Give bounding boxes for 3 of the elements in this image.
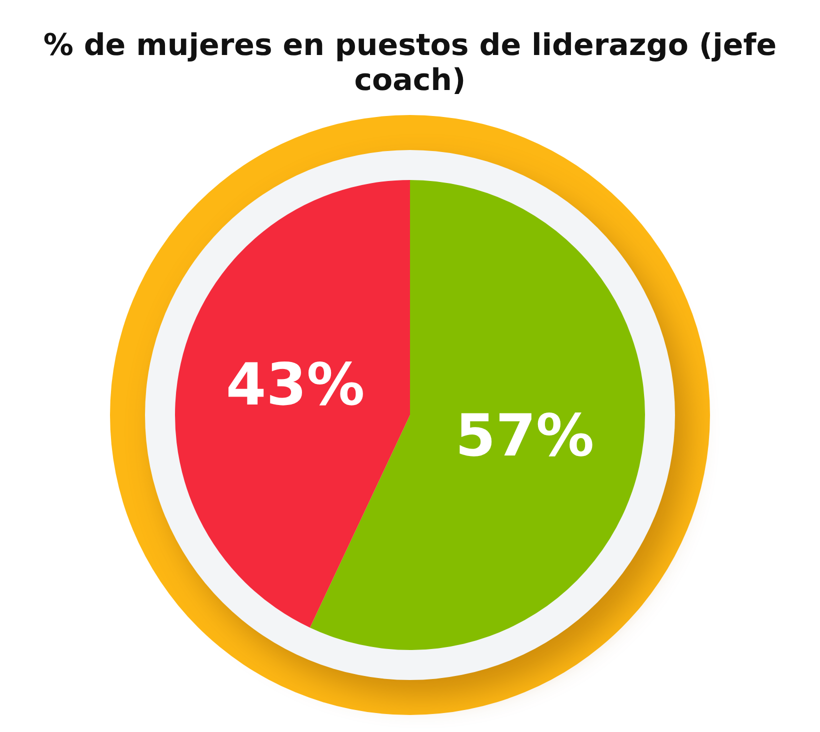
data-label: 57%: [455, 402, 594, 470]
data-label: 43%: [226, 350, 365, 418]
chart-title: % de mujeres en puestos de liderazgo (jefe coach): [42, 28, 778, 98]
